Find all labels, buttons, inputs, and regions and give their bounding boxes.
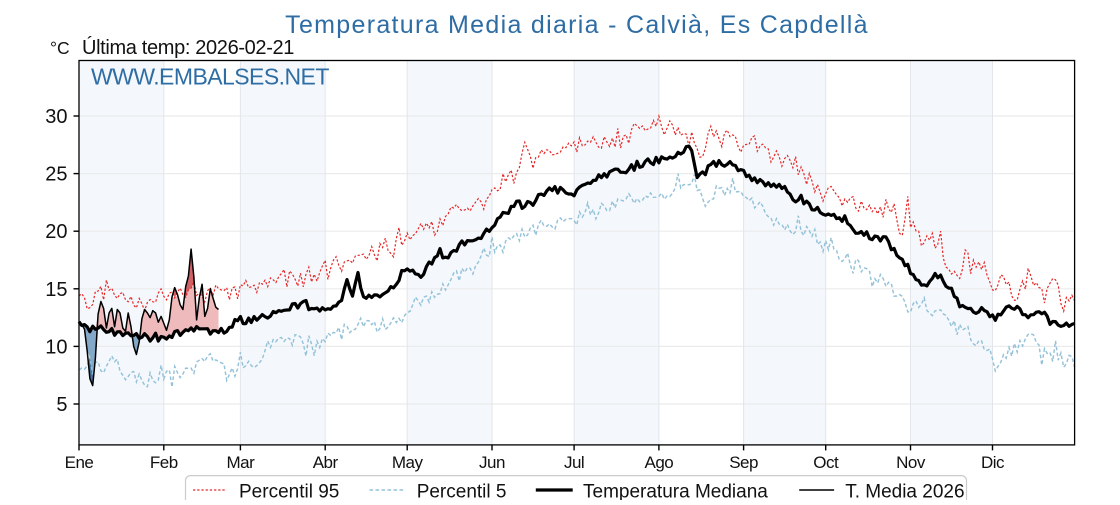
svg-text:Última temp: 2026-02-21: Última temp: 2026-02-21 xyxy=(82,36,294,59)
svg-text:May: May xyxy=(392,453,424,472)
svg-text:Jun: Jun xyxy=(479,453,505,472)
svg-text:Dic: Dic xyxy=(981,453,1005,472)
svg-text:WWW.EMBALSES.NET: WWW.EMBALSES.NET xyxy=(91,64,329,90)
svg-text:Ene: Ene xyxy=(65,453,94,472)
svg-text:Mar: Mar xyxy=(227,453,256,472)
svg-text:Oct: Oct xyxy=(813,453,839,472)
svg-text:20: 20 xyxy=(45,221,67,243)
svg-text:Sep: Sep xyxy=(729,453,758,472)
svg-text:Temperatura Mediana: Temperatura Mediana xyxy=(583,481,768,500)
svg-text:Jul: Jul xyxy=(564,453,584,472)
svg-text:10: 10 xyxy=(45,336,67,358)
svg-text:Abr: Abr xyxy=(313,453,339,472)
svg-text:T. Media 2026: T. Media 2026 xyxy=(845,481,964,500)
svg-text:5: 5 xyxy=(56,394,67,416)
svg-text:25: 25 xyxy=(45,164,67,186)
svg-text:Feb: Feb xyxy=(150,453,178,472)
svg-text:15: 15 xyxy=(45,279,67,301)
svg-text:Temperatura Media diaria - Cal: Temperatura Media diaria - Calvià, Es Ca… xyxy=(285,11,869,39)
svg-text:Ago: Ago xyxy=(645,453,674,472)
svg-text:Percentil 95: Percentil 95 xyxy=(239,481,339,500)
svg-text:°C: °C xyxy=(50,38,70,58)
svg-text:Nov: Nov xyxy=(896,453,926,472)
svg-text:30: 30 xyxy=(45,106,67,128)
svg-text:Percentil 5: Percentil 5 xyxy=(417,481,507,500)
